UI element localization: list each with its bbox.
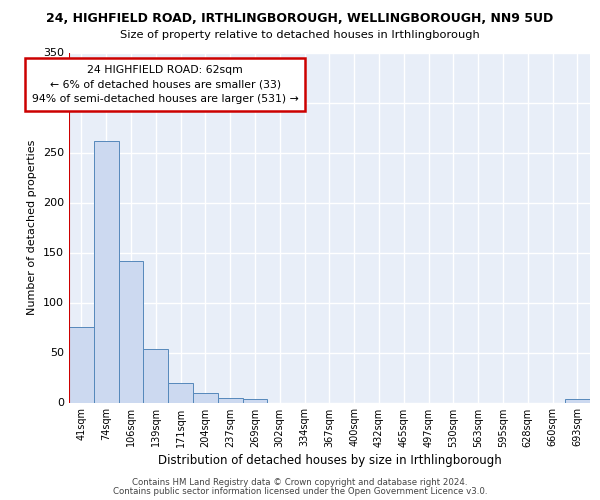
Text: Size of property relative to detached houses in Irthlingborough: Size of property relative to detached ho… [120, 30, 480, 40]
Bar [565, 398, 590, 402]
Bar [242, 398, 268, 402]
Bar [94, 140, 119, 402]
Y-axis label: Number of detached properties: Number of detached properties [28, 140, 37, 315]
Bar [119, 260, 143, 402]
Bar [69, 326, 94, 402]
Bar [218, 398, 242, 402]
Text: Contains HM Land Registry data © Crown copyright and database right 2024.: Contains HM Land Registry data © Crown c… [132, 478, 468, 487]
X-axis label: Distribution of detached houses by size in Irthlingborough: Distribution of detached houses by size … [158, 454, 501, 466]
Bar [168, 382, 193, 402]
Text: 24 HIGHFIELD ROAD: 62sqm
← 6% of detached houses are smaller (33)
94% of semi-de: 24 HIGHFIELD ROAD: 62sqm ← 6% of detache… [32, 64, 299, 104]
Bar [143, 348, 168, 403]
Text: 24, HIGHFIELD ROAD, IRTHLINGBOROUGH, WELLINGBOROUGH, NN9 5UD: 24, HIGHFIELD ROAD, IRTHLINGBOROUGH, WEL… [46, 12, 554, 26]
Bar [193, 392, 218, 402]
Text: Contains public sector information licensed under the Open Government Licence v3: Contains public sector information licen… [113, 488, 487, 496]
